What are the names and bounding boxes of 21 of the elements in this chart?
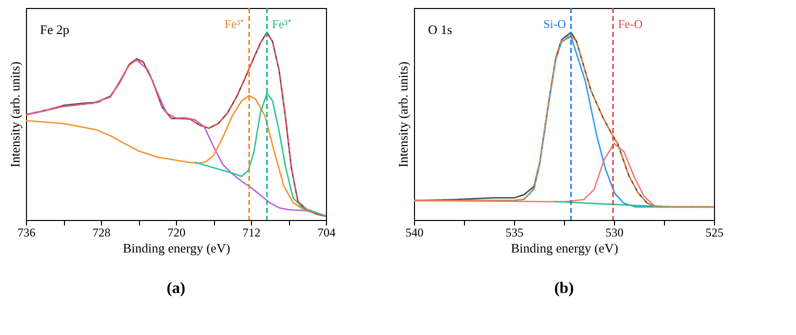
x-tick-label: 736 [18,226,36,240]
x-tick-label: 530 [606,226,624,240]
x-tick-label: 720 [168,226,186,240]
annotation: O 1s [428,22,452,37]
x-tick-label: 540 [406,226,424,240]
ref-line-label: Fe-O [618,17,643,31]
ref-line-label: Si-O [543,17,566,31]
y-axis-title: Intensity (arb. units) [8,62,22,168]
x-axis-title: Binding energy (eV) [510,240,618,256]
x-tick-label: 728 [92,226,110,240]
text: (b) [554,280,574,297]
x-tick-label: 525 [706,226,724,240]
ref-line-label: Fe³⁺ [272,17,292,31]
x-tick-label: 535 [506,226,524,240]
ref-line-label: Fe³⁺ [224,17,244,31]
x-axis-title: Binding energy (eV) [122,240,230,256]
y-axis-title: Intensity (arb. units) [396,62,410,168]
x-tick-label: 704 [318,226,336,240]
annotation: Fe 2p [40,22,70,37]
text: (a) [166,280,186,297]
x-tick-label: 712 [242,226,260,240]
